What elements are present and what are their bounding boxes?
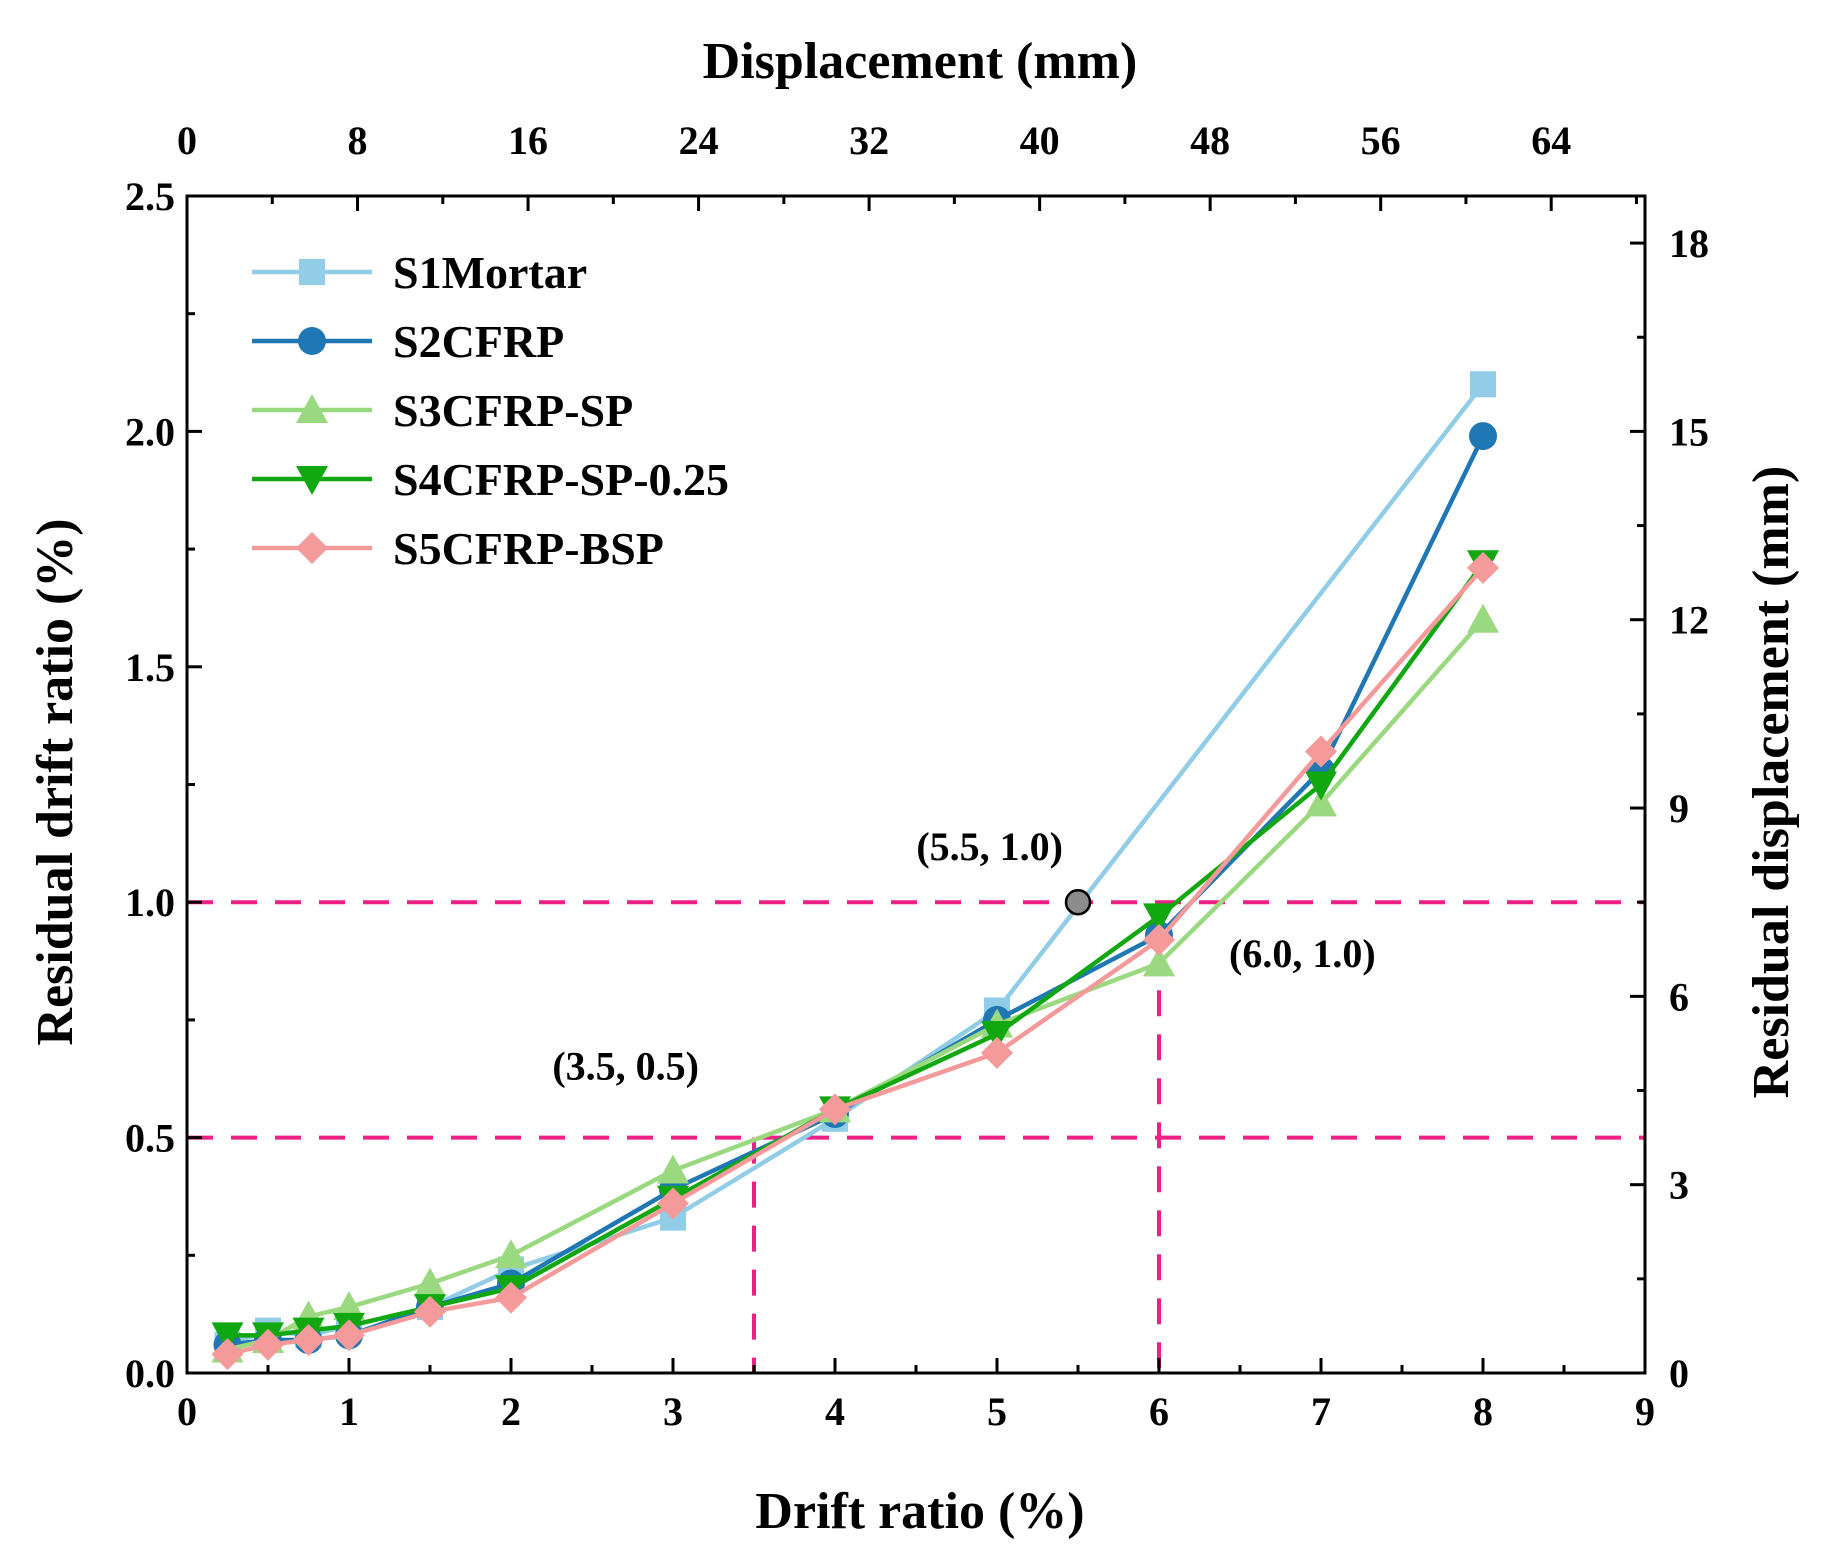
series-point (1143, 903, 1175, 933)
series-point (252, 1328, 284, 1361)
y2-tick-label: 15 (1669, 409, 1709, 454)
legend-label: S3CFRP-SP (393, 385, 633, 436)
series-point (657, 1187, 689, 1220)
x-tick-label: 1 (339, 1389, 359, 1434)
y2-tick-label: 12 (1669, 598, 1709, 643)
x-tick-label: 6 (1149, 1389, 1169, 1434)
x-tick-label: 2 (501, 1389, 521, 1434)
series-layer (211, 371, 1499, 1371)
series-point (1469, 422, 1497, 451)
legend-label: S4CFRP-SP-0.25 (393, 454, 729, 505)
reference-lines (187, 900, 1645, 1373)
annotation-label: (6.0, 1.0) (1229, 931, 1376, 976)
x-tick-label: 0 (177, 1389, 197, 1434)
legend-marker (296, 532, 328, 564)
y-tick-label: 0.5 (125, 1116, 175, 1161)
series-point (1143, 947, 1175, 977)
series-point (211, 1322, 244, 1352)
x2-tick-label: 64 (1531, 118, 1571, 163)
annotation-label: (3.5, 0.5) (552, 1044, 699, 1089)
series-point (1467, 603, 1499, 633)
series-point (1305, 787, 1337, 817)
x2-tick-label: 40 (1020, 118, 1060, 163)
x-tick-label: 3 (663, 1389, 683, 1434)
legend-marker (298, 327, 326, 355)
y-tick-label: 2.0 (125, 409, 175, 454)
series-point (1143, 923, 1175, 956)
y2-tick-label: 9 (1669, 786, 1689, 831)
series-point (495, 1239, 527, 1269)
annotation-label: (5.5, 1.0) (916, 824, 1063, 869)
series-line (226, 618, 1485, 1352)
x2-tick-label: 56 (1361, 118, 1401, 163)
y2-tick-label: 0 (1669, 1351, 1689, 1396)
x2-tick-label: 48 (1190, 118, 1230, 163)
y2-tick-label: 3 (1669, 1163, 1689, 1208)
series-point (333, 1319, 365, 1352)
legend-label: S5CFRP-BSP (393, 523, 664, 574)
x2-tick-label: 32 (849, 118, 889, 163)
series-point (819, 1093, 851, 1126)
legend-label: S1Mortar (393, 247, 587, 298)
y-tick-label: 1.0 (125, 880, 175, 925)
y-axis-title: Residual drift ratio (%) (27, 518, 84, 1045)
highlight-point (1064, 888, 1092, 916)
x-tick-label: 5 (987, 1389, 1007, 1434)
series-point (1305, 735, 1337, 768)
y2-tick-label: 18 (1669, 221, 1709, 266)
annotations: (3.5, 0.5) (5.5, 1.0) (6.0, 1.0) (552, 824, 1375, 1088)
y-tick-label: 0.0 (125, 1351, 175, 1396)
x-tick-label: 8 (1473, 1389, 1493, 1434)
plot-border (185, 194, 1647, 1375)
legend-marker (296, 466, 328, 495)
x2-tick-label: 16 (508, 118, 548, 163)
legend-marker (299, 259, 325, 285)
series-point (414, 1295, 446, 1328)
y2-tick-label: 6 (1669, 974, 1689, 1019)
legend-entry-S4CFRP-SP-0.25: S4CFRP-SP-0.25 (252, 454, 729, 505)
series-point (414, 1267, 446, 1297)
x-tick-label: 9 (1635, 1389, 1655, 1434)
y-tick-label: 2.5 (125, 174, 175, 219)
series-S5CFRP-BSP (211, 551, 1499, 1371)
x2-tick-label: 0 (177, 118, 197, 163)
x2-tick-label: 8 (348, 118, 368, 163)
legend-marker (296, 394, 328, 423)
legend-entry-S5CFRP-BSP: S5CFRP-BSP (252, 523, 664, 574)
legend: S1Mortar S2CFRP S3CFRP-SP S4CFRP-SP-0.25 S5C… (252, 247, 729, 574)
y-tick-label: 1.5 (125, 645, 175, 690)
series-point (495, 1281, 527, 1314)
x2-axis-title: Displacement (mm) (703, 33, 1138, 90)
x-tick-label: 7 (1311, 1389, 1331, 1434)
x2-tick-label: 24 (679, 118, 719, 163)
x-tick-label: 4 (825, 1389, 845, 1434)
series-point (1467, 551, 1499, 584)
y2-axis-title: Residual displacement (mm) (1743, 466, 1800, 1099)
series-S1Mortar (214, 371, 1496, 1358)
legend-entry-S1Mortar: S1Mortar (252, 247, 587, 298)
plot-frame (185, 194, 1647, 1375)
series-point (981, 1036, 1013, 1069)
legend-label: S2CFRP (393, 316, 564, 367)
legend-entry-S2CFRP: S2CFRP (252, 316, 564, 367)
series-point (1470, 371, 1496, 398)
series-S3CFRP-SP (211, 603, 1499, 1363)
series-point (657, 1154, 689, 1184)
series-point (333, 1291, 365, 1321)
x-axis-title: Drift ratio (%) (755, 1483, 1084, 1540)
legend-entry-S3CFRP-SP: S3CFRP-SP (252, 385, 633, 436)
axis-ticks: 0 1 2 3 4 5 6 7 8 90.00.51.01.52.02.50 8 16 24 32 40 48… (125, 118, 1709, 1434)
series-point (292, 1324, 325, 1357)
series-point (1305, 771, 1337, 801)
series-point (981, 1021, 1013, 1051)
series-point (211, 1338, 244, 1371)
